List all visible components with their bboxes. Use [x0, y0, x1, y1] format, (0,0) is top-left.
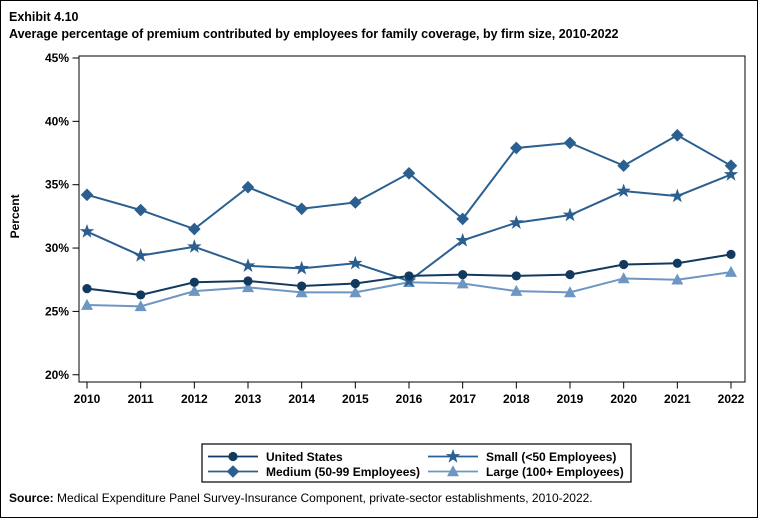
triangle-marker: [134, 300, 147, 312]
legend-label: Small (<50 Employees): [486, 450, 616, 464]
x-axis-tick-label: 2012: [181, 392, 208, 406]
circle-marker: [136, 290, 146, 300]
x-axis-tick-label: 2017: [449, 392, 476, 406]
star-marker: [616, 183, 631, 198]
legend: United States Small (<50 Employees) Medium…: [201, 443, 632, 483]
triangle-marker: [617, 272, 630, 284]
diamond-marker: [241, 180, 255, 194]
circle-marker: [511, 271, 521, 281]
star-marker: [455, 232, 470, 247]
diamond-marker: [402, 166, 416, 180]
triangle-marker: [447, 465, 459, 477]
triangle-marker: [242, 281, 254, 293]
y-axis-title: Percent: [8, 194, 22, 238]
triangle-marker: [671, 273, 684, 285]
star-marker: [723, 166, 739, 181]
diamond-marker: [671, 128, 684, 142]
diamond-marker: [349, 196, 362, 209]
circle-marker: [672, 258, 682, 268]
x-axis-tick-label: 2022: [718, 392, 745, 406]
diamond-marker: [563, 136, 577, 150]
diamond-marker: [188, 222, 201, 236]
star-marker: [562, 207, 578, 222]
x-axis-tick-label: 2018: [503, 392, 530, 406]
x-axis-tick-label: 2016: [396, 392, 423, 406]
circle-marker: [350, 278, 360, 289]
triangle-marker: [188, 284, 201, 296]
legend-label: United States: [266, 450, 343, 464]
legend-item-large-100-employees: Large (100+ Employees): [428, 465, 624, 479]
circle-marker: [243, 276, 253, 286]
circle-marker: [619, 259, 629, 270]
legend-item-small-50-employees: Small (<50 Employees): [428, 448, 616, 464]
x-axis-tick-label: 2011: [128, 392, 154, 406]
circle-marker: [189, 277, 199, 287]
diamond-marker: [456, 212, 469, 226]
legend-box: [201, 443, 632, 483]
star-marker: [445, 448, 461, 463]
diamond-marker: [510, 141, 523, 155]
source-label: Source:: [9, 491, 54, 505]
x-axis-tick-label: 2021: [664, 392, 691, 406]
triangle-marker: [349, 286, 362, 298]
star-marker: [79, 223, 95, 238]
circle-marker: [297, 281, 307, 291]
series-small-50-employees: [79, 166, 739, 288]
x-axis-tick-label: 2015: [342, 392, 369, 406]
x-axis-tick-label: 2019: [557, 392, 584, 406]
triangle-marker: [564, 286, 576, 298]
circle-marker: [726, 249, 736, 259]
y-axis-tick-label: 20%: [45, 368, 69, 382]
source-note: Source: Medical Expenditure Panel Survey…: [9, 491, 593, 505]
x-axis-tick-label: 2010: [74, 392, 101, 406]
star-marker: [294, 260, 309, 275]
legend-item-medium-50-99-employees: Medium (50-99 Employees): [208, 465, 420, 479]
x-axis-tick-label: 2013: [235, 392, 262, 406]
exhibit-number: Exhibit 4.10: [9, 10, 79, 24]
circle-marker: [228, 451, 238, 462]
plot-area-border: [78, 55, 746, 383]
series-united-states: [82, 249, 736, 300]
circle-marker: [565, 270, 575, 280]
star-marker: [670, 188, 685, 203]
y-axis-tick-label: 30%: [45, 241, 69, 255]
series-medium-50-99-employees-line: [86, 134, 732, 231]
triangle-marker: [81, 298, 93, 310]
diamond-marker: [226, 465, 240, 478]
star-marker: [133, 248, 148, 262]
chart-title: Average percentage of premium contribute…: [9, 27, 619, 41]
diamond-marker: [134, 203, 147, 217]
circle-marker: [404, 271, 414, 281]
star-marker: [187, 239, 202, 253]
star-marker: [348, 255, 363, 270]
diamond-marker: [295, 202, 308, 216]
star-marker: [509, 215, 524, 229]
legend-label: Medium (50-99 Employees): [266, 465, 420, 479]
legend-item-united-states: United States: [208, 450, 343, 464]
diamond-marker: [724, 159, 738, 172]
triangle-marker: [725, 265, 737, 277]
source-text: Medical Expenditure Panel Survey-Insuran…: [53, 491, 593, 505]
circle-marker: [82, 283, 92, 294]
y-axis-tick-label: 40%: [45, 114, 69, 128]
y-axis-tick-label: 45%: [45, 51, 69, 65]
triangle-marker: [456, 277, 469, 289]
x-axis-tick-label: 2014: [288, 392, 315, 406]
y-axis-tick-label: 25%: [45, 304, 69, 318]
x-axis-tick-label: 2020: [610, 392, 637, 406]
diamond-marker: [80, 188, 94, 202]
star-marker: [240, 258, 256, 272]
legend-label: Large (100+ Employees): [486, 465, 624, 479]
diamond-marker: [617, 159, 630, 172]
series-medium-50-99-employees: [80, 128, 738, 236]
y-axis-tick-label: 35%: [45, 178, 69, 192]
triangle-marker: [295, 286, 308, 298]
triangle-marker: [510, 284, 523, 296]
chart-title-block: Exhibit 4.10 Average percentage of premi…: [9, 9, 619, 43]
circle-marker: [458, 270, 468, 280]
